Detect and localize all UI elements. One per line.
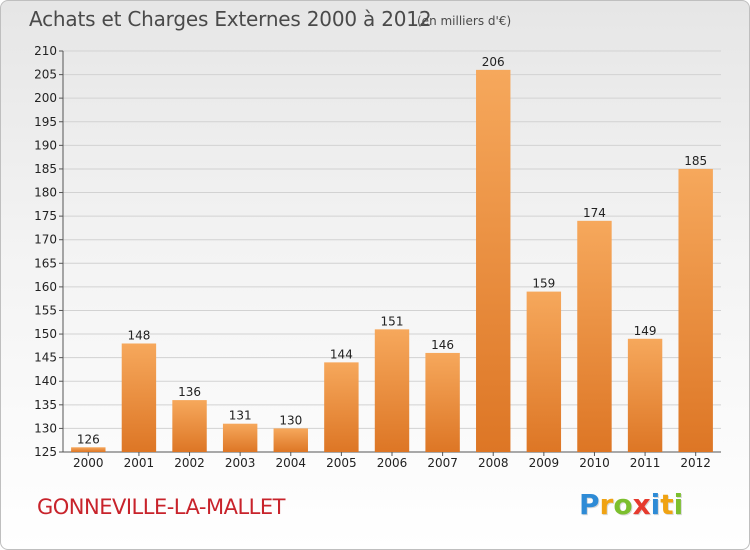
bar-2007 [425,352,460,452]
x-tick-label: 2004 [275,456,306,470]
labels: 125 130 135 140 145 150 155 160 165 170 175 180 185 1… [34,44,711,470]
bar-value-label: 174 [583,206,606,220]
x-tick-label: 2003 [225,456,256,470]
y-tick-label: 135 [34,398,57,412]
logo-letter: i [650,488,661,521]
y-tick-label: 150 [34,327,57,341]
x-tick-label: 2007 [427,456,458,470]
y-tick-label: 160 [34,280,57,294]
bar-2012 [678,168,713,453]
y-tick-label: 130 [34,421,57,435]
y-tick-label: 125 [34,445,57,459]
bar-2005 [324,362,359,452]
bar-value-label: 148 [127,328,150,342]
y-tick-label: 155 [34,303,57,317]
bar-value-label: 149 [634,324,657,338]
bar-2003 [222,423,258,452]
x-tick-label: 2012 [680,456,711,470]
bar-2006 [374,329,410,452]
y-tick-label: 175 [34,209,57,223]
x-tick-label: 2005 [326,456,357,470]
bar-value-label: 159 [532,277,555,291]
bar-2000 [71,447,106,452]
y-tick-label: 205 [34,68,57,82]
y-tick-label: 190 [34,138,57,152]
bar-value-label: 146 [431,338,454,352]
y-tick-label: 185 [34,162,57,176]
bar-value-label: 126 [77,432,100,446]
y-tick-label: 145 [34,351,57,365]
logo-letter: r [599,488,614,521]
x-tick-label: 2008 [478,456,509,470]
y-tick-label: 170 [34,233,57,247]
bar-value-label: 185 [684,154,707,168]
bar-2001 [121,343,157,452]
bar-2009 [526,291,562,452]
x-tick-label: 2006 [377,456,408,470]
bar-value-label: 206 [482,55,505,69]
bars [71,69,713,453]
bar-value-label: 151 [381,314,404,328]
y-tick-label: 210 [34,44,57,58]
x-tick-label: 2011 [630,456,661,470]
proxiti-logo: Proxiti [579,488,683,521]
logo-letter: t [660,488,674,521]
x-tick-label: 2002 [174,456,205,470]
bar-2008 [476,69,511,452]
y-tick-label: 165 [34,256,57,270]
chart-title: Achats et Charges Externes 2000 à 2012 [29,7,432,31]
chart-subtitle: (en milliers d'€) [417,14,512,28]
y-tick-label: 195 [34,115,57,129]
x-tick-label: 2000 [73,456,104,470]
y-tick-label: 200 [34,91,57,105]
bar-value-label: 130 [279,413,302,427]
y-tick-label: 140 [34,374,57,388]
y-tick-label: 180 [34,186,57,200]
logo-letter: i [673,488,684,521]
bar-value-label: 131 [229,409,252,423]
bar-2004 [273,428,308,452]
bar-value-label: 144 [330,347,353,361]
bar-2002 [172,400,207,452]
bar-value-label: 136 [178,385,201,399]
x-tick-label: 2010 [579,456,610,470]
bar-2011 [627,338,663,452]
bar-2010 [577,220,612,452]
logo-letter: x [632,488,651,521]
logo-letter: P [579,488,600,521]
x-tick-label: 2009 [529,456,560,470]
x-tick-label: 2001 [124,456,155,470]
logo-letter: o [613,488,633,521]
commune-name: GONNEVILLE-LA-MALLET [37,495,285,519]
